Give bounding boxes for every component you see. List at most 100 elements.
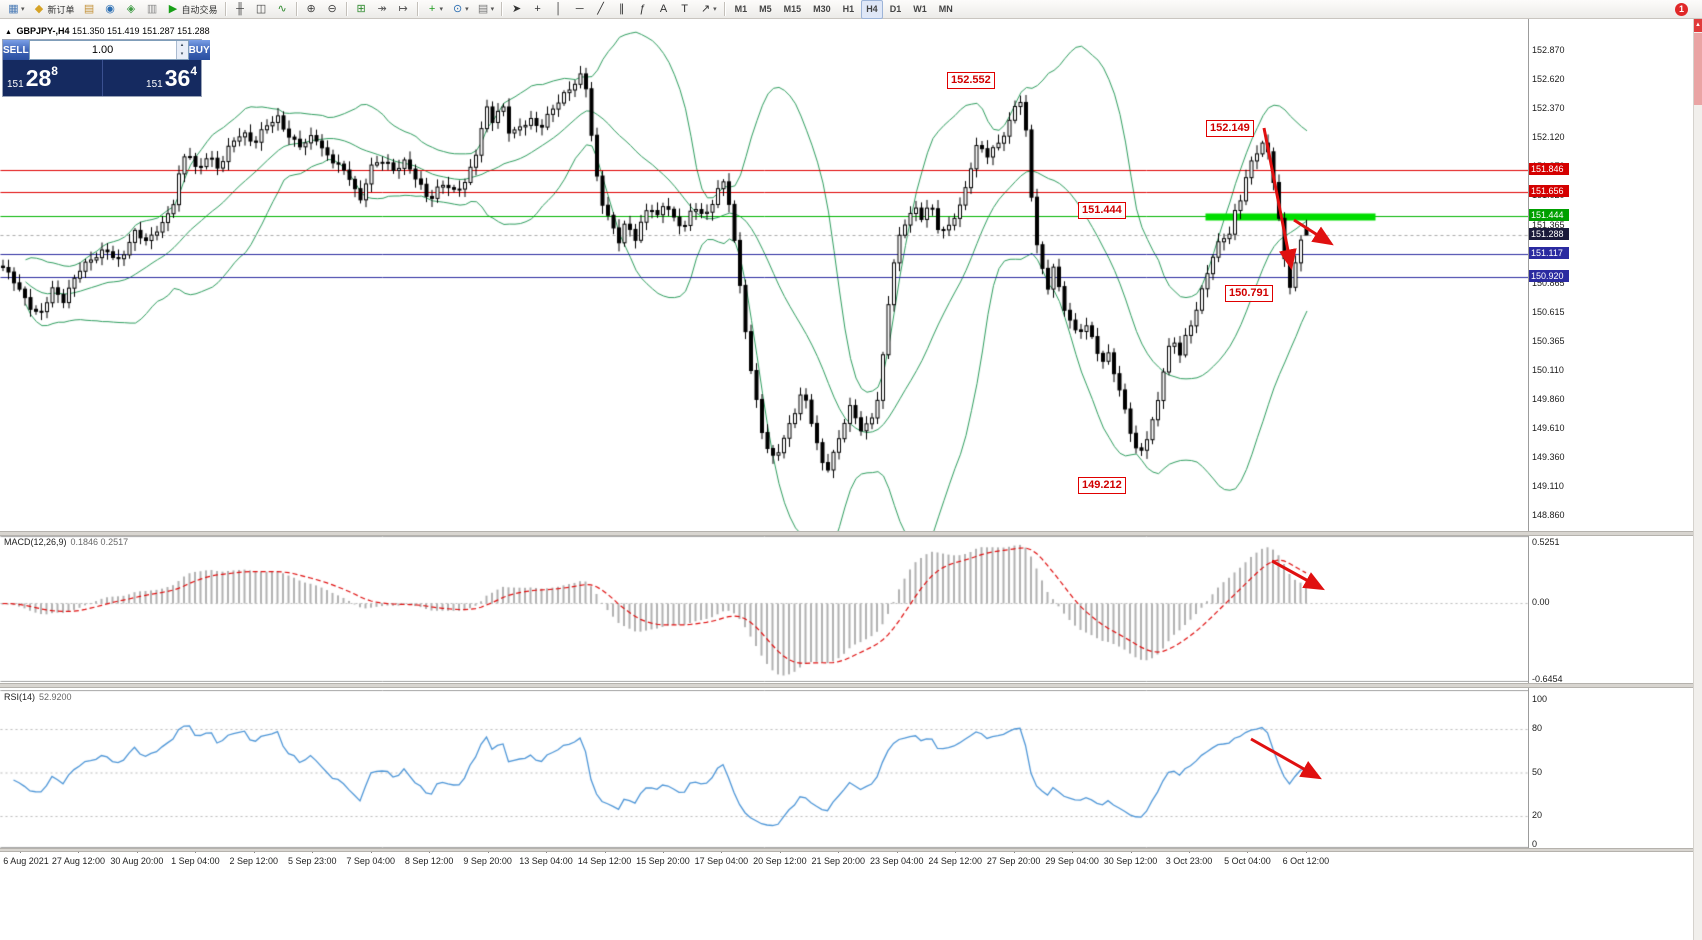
dropdown-caret-icon: ▾ (713, 6, 717, 13)
dropdown-caret-icon: ▾ (490, 6, 495, 13)
time-label: 23 Sep 04:00 (869, 856, 924, 866)
scrollbar-thumb[interactable] (1694, 33, 1702, 105)
timeframe-m15-button[interactable]: M15 (783, 4, 802, 14)
crosshair-button[interactable]: + (528, 0, 547, 19)
text-button[interactable]: A (654, 0, 673, 19)
price-label-annotation[interactable]: 152.552 (947, 72, 995, 89)
buy-price[interactable]: 151 36 4 (103, 60, 202, 96)
zoom-in-button[interactable]: ⊕ (302, 0, 321, 19)
collapse-trade-widget-icon[interactable]: ▲ (5, 29, 12, 36)
macd-values: 0.1846 0.2517 (70, 537, 129, 547)
web-terminal-icon-button[interactable]: ◉ (101, 0, 120, 19)
trendline-button[interactable]: ╱ (591, 0, 610, 19)
time-label: 5 Oct 04:00 (1224, 856, 1271, 866)
price-tick: 149.610 (1532, 423, 1565, 434)
timeframe-h4-button[interactable]: H4 (861, 0, 883, 19)
new-order-icon: ◆ (34, 2, 44, 15)
channel-icon: ∥ (618, 2, 625, 15)
vertical-line-button[interactable]: │ (549, 0, 568, 19)
sell-button[interactable]: SELL (3, 40, 29, 60)
buy-price-prefix: 151 (146, 79, 163, 90)
time-label: 6 Aug 2021 (3, 856, 49, 866)
new-chart-button[interactable]: ▦ ▾ (4, 0, 28, 19)
rsi-axis-tick: 50 (1532, 766, 1543, 777)
volume-input[interactable] (29, 41, 176, 59)
price-label-annotation[interactable]: 150.791 (1225, 285, 1273, 302)
timeframe-m5-button[interactable]: M5 (759, 4, 772, 14)
tile-windows-button[interactable]: ⊞ (352, 0, 371, 19)
line-view-button[interactable]: ∿ (273, 0, 292, 19)
buy-button[interactable]: BUY (188, 40, 210, 60)
macd-indicator-panel[interactable] (0, 536, 1528, 682)
sell-price-big: 28 (25, 65, 52, 91)
alerts-icon-icon: ▤ (83, 2, 95, 15)
objects-button[interactable]: ⊙ ▾ (448, 0, 472, 19)
terminal-icon-button[interactable]: ▥ (143, 0, 162, 19)
price-tick: 149.110 (1532, 481, 1564, 492)
rsi-name: RSI(14) (4, 692, 36, 702)
cursor-icon: ➤ (511, 2, 522, 15)
price-tick: 150.865 (1532, 277, 1565, 288)
navigator-icon-icon: ◈ (126, 2, 136, 15)
timeframe-d1-button[interactable]: D1 (889, 4, 902, 14)
macd-axis-tick: -0.6454 (1532, 674, 1563, 685)
symbol-period-label: GBPJPY-,H4 (16, 26, 70, 36)
splitter-macd-rsi[interactable] (0, 683, 1702, 688)
macd-axis-tick: 0.00 (1532, 597, 1550, 607)
rsi-axis-tick: 20 (1532, 810, 1543, 820)
rsi-axis-tick: 100 (1532, 694, 1548, 704)
splitter-time-axis[interactable] (0, 848, 1702, 852)
bars-view-button[interactable]: ╫ (231, 0, 250, 19)
candles-view-button[interactable]: ◫ (252, 0, 271, 19)
trade-widget-controls: SELL ▴ ▾ BUY (3, 40, 210, 60)
new-order-button[interactable]: ◆ 新订单 (30, 0, 78, 19)
chart-shift-button[interactable]: ↦ (394, 0, 413, 19)
autotrading-button[interactable]: ▶ 自动交易 (164, 0, 221, 19)
alerts-icon-button[interactable]: ▤ (80, 0, 99, 19)
buy-price-big: 36 (164, 65, 191, 91)
zoom-out-icon: ⊖ (327, 2, 337, 15)
indicators-button[interactable]: + ▾ (423, 0, 447, 19)
macd-label: MACD(12,26,9) 0.1846 0.2517 (4, 537, 128, 547)
new-chart-icon: ▦ (8, 2, 19, 15)
line-view-icon: ∿ (277, 2, 287, 15)
notification-badge[interactable]: 1 (1675, 3, 1688, 16)
main-price-chart[interactable] (0, 20, 1528, 532)
timeframe-mn-button[interactable]: MN (938, 4, 953, 14)
price-label-annotation[interactable]: 149.212 (1078, 477, 1126, 494)
macd-name: MACD(12,26,9) (4, 537, 67, 547)
auto-scroll-button[interactable]: ↠ (373, 0, 392, 19)
price-label-annotation[interactable]: 151.444 (1078, 202, 1126, 219)
price-tick: 149.860 (1532, 394, 1565, 405)
cursor-button[interactable]: ➤ (507, 0, 526, 19)
text-label-button[interactable]: T (675, 0, 694, 19)
zoom-out-button[interactable]: ⊖ (323, 0, 342, 19)
channel-button[interactable]: ∥ (612, 0, 631, 19)
scroll-up-icon[interactable]: ▲ (1694, 19, 1702, 32)
splitter-main-macd[interactable] (0, 531, 1702, 536)
timeframe-m1-button[interactable]: M1 (734, 4, 748, 14)
arrows-button[interactable]: ↗ ▾ (696, 0, 720, 19)
time-label: 20 Sep 12:00 (753, 856, 807, 866)
price-tick: 152.620 (1532, 74, 1565, 85)
sell-price[interactable]: 151 28 8 (3, 60, 102, 96)
dropdown-caret-icon: ▾ (21, 6, 25, 13)
timeframe-w1-button[interactable]: W1 (913, 4, 927, 14)
buy-price-sup: 4 (190, 64, 197, 78)
volume-decrease-button[interactable]: ▾ (176, 50, 188, 59)
volume-increase-button[interactable]: ▴ (176, 41, 188, 50)
price-label-annotation[interactable]: 152.149 (1206, 120, 1254, 137)
horizontal-line-button[interactable]: ─ (570, 0, 589, 19)
dropdown-caret-icon: ▾ (439, 6, 444, 13)
price-tick: 149.360 (1532, 452, 1565, 463)
vertical-scrollbar[interactable]: ▲ (1693, 19, 1702, 940)
volume-spinner: ▴ ▾ (175, 41, 188, 59)
timeframe-m30-button[interactable]: M30 (813, 4, 831, 14)
price-tick: 150.365 (1532, 335, 1565, 346)
fibonacci-button[interactable]: ƒ (633, 0, 652, 19)
timeframe-h1-button[interactable]: H1 (842, 4, 855, 14)
time-label: 30 Sep 12:00 (1103, 856, 1158, 866)
templates-button[interactable]: ▤ ▾ (474, 0, 498, 19)
navigator-icon-button[interactable]: ◈ (122, 0, 141, 19)
rsi-indicator-panel[interactable] (0, 690, 1528, 848)
